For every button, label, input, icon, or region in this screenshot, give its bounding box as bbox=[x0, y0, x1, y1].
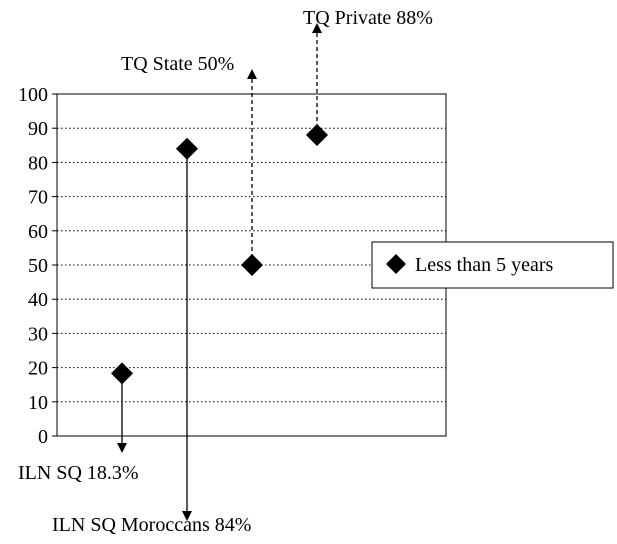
annotation-label: TQ Private 88% bbox=[303, 7, 433, 29]
data-point-diamond bbox=[241, 254, 263, 276]
data-point-diamond bbox=[306, 124, 328, 147]
data-point-diamond bbox=[176, 137, 198, 160]
annotation-label: ILN SQ 18.3% bbox=[18, 462, 139, 484]
y-tick-label: 10 bbox=[28, 392, 48, 414]
annotations: ILN SQ 18.3% ILN SQ Moroccans 84% TQ State… bbox=[18, 7, 433, 536]
data-point-diamond bbox=[111, 362, 133, 385]
legend-box bbox=[371, 241, 614, 289]
annotation-label: ILN SQ Moroccans 84% bbox=[52, 514, 251, 536]
y-tick-label: 0 bbox=[38, 426, 48, 448]
y-tick-label: 40 bbox=[28, 289, 48, 311]
y-axis-ticks: 0 10 20 30 40 50 60 70 80 90 100 bbox=[18, 84, 57, 448]
y-tick-label: 60 bbox=[28, 221, 48, 243]
y-tick-label: 100 bbox=[18, 84, 48, 106]
y-tick-label: 80 bbox=[28, 152, 48, 174]
y-tick-label: 30 bbox=[28, 323, 48, 345]
y-tick-label: 90 bbox=[28, 118, 48, 140]
y-tick-label: 20 bbox=[28, 358, 48, 380]
annotation-label: TQ State 50% bbox=[121, 53, 234, 75]
y-tick-label: 70 bbox=[28, 187, 48, 209]
data-points bbox=[111, 124, 328, 385]
legend: Less than 5 years bbox=[371, 241, 614, 289]
y-tick-label: 50 bbox=[28, 255, 48, 277]
legend-label: Less than 5 years bbox=[415, 254, 554, 276]
legend-marker bbox=[386, 254, 406, 274]
